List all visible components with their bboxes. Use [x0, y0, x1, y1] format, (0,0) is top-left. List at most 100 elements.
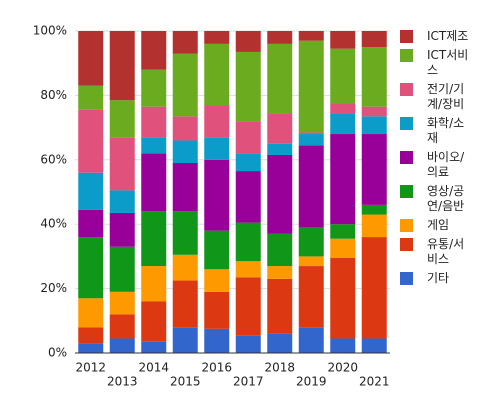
legend-swatch: [400, 117, 413, 130]
bar-segment: [78, 327, 104, 344]
bar-segment: [141, 266, 167, 302]
bar-segment: [204, 328, 230, 353]
bar-segment: [267, 233, 293, 267]
bar-segment: [267, 266, 293, 279]
bar-segment: [78, 172, 104, 210]
bar-segment: [235, 261, 261, 278]
bar-segment: [141, 106, 167, 138]
legend: ICT제조 ICT서비스 전기/기계/장비 화학/소재 바이오/의료 영상/공연/음반 게임…: [400, 29, 469, 286]
bar-segment: [141, 301, 167, 342]
legend-label: ICT제조: [427, 29, 469, 43]
legend-item: 바이오/의료: [400, 150, 469, 180]
bar-segment: [267, 31, 293, 44]
bar-segment: [141, 31, 167, 70]
bar-segment: [204, 43, 230, 106]
bar-segment: [298, 31, 324, 41]
bar-segment: [78, 109, 104, 173]
bar-segment: [267, 43, 293, 114]
bar-segment: [204, 159, 230, 231]
x-tick-label: 2014: [138, 361, 169, 375]
legend-swatch: [400, 30, 413, 43]
legend-swatch: [400, 151, 413, 164]
bar-segment: [109, 190, 135, 213]
bar-segment: [235, 121, 261, 154]
bar-segment: [204, 31, 230, 44]
bar-segment: [204, 291, 230, 329]
y-tick-label: 80%: [40, 88, 67, 102]
bar-segment: [361, 204, 387, 215]
x-tick-label: 2016: [201, 361, 232, 375]
bar-segment: [172, 280, 198, 328]
bar-segment: [204, 269, 230, 292]
bar-segment: [141, 69, 167, 107]
x-tick-label: 2017: [233, 375, 264, 389]
legend-label: ICT서비스: [427, 48, 469, 77]
bar-segment: [361, 31, 387, 48]
legend-label: 기타: [427, 271, 450, 285]
bar-segment: [235, 153, 261, 172]
bar-segment: [267, 278, 293, 334]
legend-label: 영상/공연/음반: [427, 184, 465, 213]
bar-segment: [109, 212, 135, 247]
y-tick-label: 0%: [48, 346, 67, 360]
bar-segment: [361, 134, 387, 205]
bar-segment: [330, 224, 356, 239]
bar-segment: [172, 140, 198, 164]
bar-segment: [235, 51, 261, 122]
bar-segment: [141, 211, 167, 267]
legend-item: ICT서비스: [400, 48, 469, 78]
bar-segment: [109, 31, 135, 101]
bar-segment: [172, 254, 198, 281]
bar-segment: [78, 85, 104, 110]
bar-segment: [330, 238, 356, 259]
bar-segment: [109, 100, 135, 138]
bar-segment: [298, 256, 324, 267]
bar-segment: [361, 214, 387, 238]
legend-item: 영상/공연/음반: [400, 184, 469, 214]
bar-segment: [109, 314, 135, 339]
bar-segment: [235, 171, 261, 223]
legend-item: 게임: [400, 218, 469, 233]
legend-item: 기타: [400, 271, 469, 286]
legend-swatch: [400, 83, 413, 96]
bar-segment: [361, 47, 387, 107]
bar-segment: [204, 230, 230, 270]
y-tick-label: 20%: [40, 281, 67, 295]
legend-item: ICT제조: [400, 29, 469, 44]
bar-segment: [172, 211, 198, 255]
x-tick-label: 2013: [107, 375, 138, 389]
bar-segment: [330, 134, 356, 225]
bar-segment: [78, 237, 104, 299]
bar-segment: [235, 222, 261, 262]
bar-segment: [78, 31, 104, 86]
legend-item: 전기/기계/장비: [400, 82, 469, 112]
x-tick-label: 2018: [264, 361, 295, 375]
bar-segment: [330, 258, 356, 339]
x-tick-label: 2019: [296, 375, 327, 389]
bar-segment: [109, 338, 135, 353]
x-tick-label: 2021: [359, 375, 390, 389]
bar-segment: [267, 143, 293, 155]
bar-segment: [235, 277, 261, 336]
bar-segment: [235, 335, 261, 353]
bar-segment: [172, 116, 198, 141]
bar-segment: [172, 163, 198, 212]
bar-segment: [78, 343, 104, 353]
bar-segment: [109, 246, 135, 292]
bar-segment: [298, 266, 324, 328]
legend-swatch: [400, 272, 413, 285]
bar-segment: [298, 327, 324, 353]
legend-swatch: [400, 185, 413, 198]
bar-segment: [141, 341, 167, 353]
bar-segment: [361, 338, 387, 353]
bar-segment: [298, 227, 324, 257]
bar-segment: [204, 137, 230, 160]
bar-segment: [235, 31, 261, 52]
x-tick-label: 2020: [327, 361, 358, 375]
y-tick-label: 60%: [40, 152, 67, 166]
legend-label: 게임: [427, 218, 450, 232]
bar-segment: [78, 298, 104, 328]
bar-segment: [141, 153, 167, 212]
